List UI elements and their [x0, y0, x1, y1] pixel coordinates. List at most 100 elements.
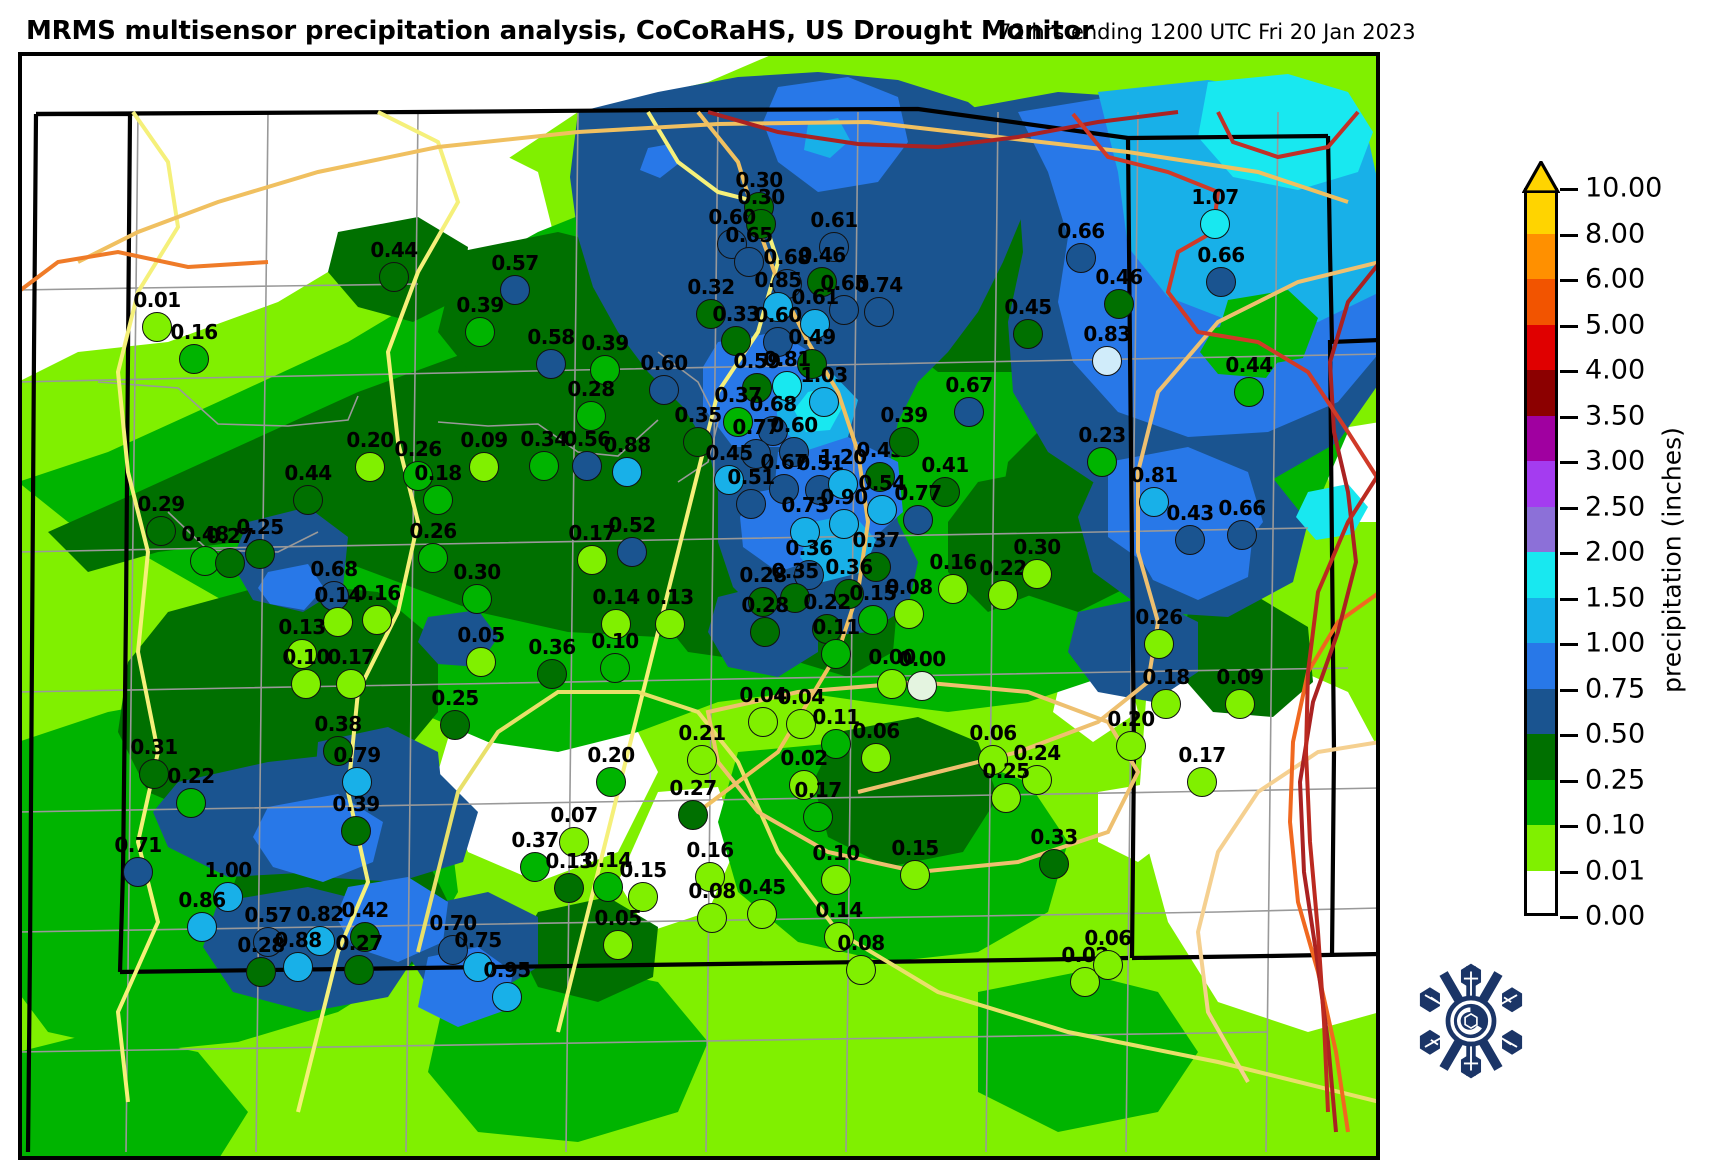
station-marker[interactable] — [867, 495, 897, 525]
station-marker[interactable] — [695, 862, 725, 892]
station-marker[interactable] — [617, 537, 647, 567]
station-marker[interactable] — [1139, 487, 1169, 517]
station-marker[interactable] — [603, 930, 633, 960]
station-marker[interactable] — [772, 371, 802, 401]
station-marker[interactable] — [687, 745, 717, 775]
station-marker[interactable] — [834, 579, 864, 609]
station-marker[interactable] — [683, 427, 713, 457]
colorbar[interactable] — [1524, 188, 1558, 917]
station-marker[interactable] — [323, 607, 353, 637]
station-marker[interactable] — [907, 671, 937, 701]
station-marker[interactable] — [829, 509, 859, 539]
station-marker[interactable] — [978, 745, 1008, 775]
station-marker[interactable] — [323, 736, 353, 766]
station-marker[interactable] — [537, 659, 567, 689]
station-marker[interactable] — [734, 247, 764, 277]
station-marker[interactable] — [142, 312, 172, 342]
station-marker[interactable] — [786, 709, 816, 739]
station-marker[interactable] — [500, 275, 530, 305]
station-marker[interactable] — [577, 545, 607, 575]
station-marker[interactable] — [829, 295, 859, 325]
station-marker[interactable] — [463, 952, 493, 982]
station-marker[interactable] — [355, 452, 385, 482]
station-marker[interactable] — [293, 485, 323, 515]
station-marker[interactable] — [554, 873, 584, 903]
precipitation-map[interactable]: 0.01 0.16 0.44 0.57 0.39 0.58 0.39 0.60 0.28 0.20… — [18, 52, 1380, 1160]
station-marker[interactable] — [466, 647, 496, 677]
station-marker[interactable] — [593, 872, 623, 902]
station-marker[interactable] — [1066, 243, 1096, 273]
station-marker[interactable] — [746, 209, 776, 239]
station-marker[interactable] — [763, 292, 793, 322]
station-marker[interactable] — [146, 516, 176, 546]
station-marker[interactable] — [215, 548, 245, 578]
station-marker[interactable] — [423, 485, 453, 515]
station-marker[interactable] — [123, 857, 153, 887]
station-marker[interactable] — [628, 882, 658, 912]
station-marker[interactable] — [176, 788, 206, 818]
station-marker[interactable] — [520, 852, 550, 882]
station-marker[interactable] — [894, 599, 924, 629]
station-marker[interactable] — [341, 816, 371, 846]
station-marker[interactable] — [821, 729, 851, 759]
station-marker[interactable] — [1093, 950, 1123, 980]
station-marker[interactable] — [769, 474, 799, 504]
station-marker[interactable] — [821, 865, 851, 895]
station-marker[interactable] — [440, 710, 470, 740]
station-marker[interactable] — [889, 427, 919, 457]
station-marker[interactable] — [336, 669, 366, 699]
station-marker[interactable] — [861, 743, 891, 773]
station-marker[interactable] — [245, 539, 275, 569]
station-marker[interactable] — [350, 922, 380, 952]
station-marker[interactable] — [1234, 377, 1264, 407]
station-marker[interactable] — [954, 397, 984, 427]
station-marker[interactable] — [900, 860, 930, 890]
station-marker[interactable] — [291, 669, 321, 699]
station-marker[interactable] — [861, 552, 891, 582]
station-marker[interactable] — [438, 935, 468, 965]
station-marker[interactable] — [1175, 525, 1205, 555]
station-marker[interactable] — [828, 469, 858, 499]
station-marker[interactable] — [714, 465, 744, 495]
station-marker[interactable] — [903, 505, 933, 535]
station-marker[interactable] — [462, 584, 492, 614]
station-marker[interactable] — [865, 462, 895, 492]
station-marker[interactable] — [559, 827, 589, 857]
station-marker[interactable] — [988, 580, 1018, 610]
station-marker[interactable] — [469, 452, 499, 482]
station-marker[interactable] — [790, 517, 820, 547]
station-marker[interactable] — [600, 653, 630, 683]
station-marker[interactable] — [283, 952, 313, 982]
station-marker[interactable] — [938, 574, 968, 604]
station-marker[interactable] — [1104, 289, 1134, 319]
station-marker[interactable] — [864, 297, 894, 327]
station-marker[interactable] — [930, 477, 960, 507]
station-marker[interactable] — [601, 609, 631, 639]
station-marker[interactable] — [342, 767, 372, 797]
station-marker[interactable] — [1144, 629, 1174, 659]
station-marker[interactable] — [846, 955, 876, 985]
station-marker[interactable] — [696, 299, 726, 329]
station-marker[interactable] — [344, 955, 374, 985]
station-marker[interactable] — [1092, 346, 1122, 376]
station-marker[interactable] — [721, 326, 751, 356]
station-marker[interactable] — [821, 639, 851, 669]
station-marker[interactable] — [213, 882, 243, 912]
station-marker[interactable] — [797, 349, 827, 379]
station-marker[interactable] — [763, 327, 793, 357]
station-marker[interactable] — [287, 639, 317, 669]
station-marker[interactable] — [819, 232, 849, 262]
station-marker[interactable] — [529, 451, 559, 481]
station-marker[interactable] — [655, 609, 685, 639]
station-marker[interactable] — [1039, 849, 1069, 879]
station-marker[interactable] — [741, 439, 771, 469]
station-marker[interactable] — [1200, 209, 1230, 239]
station-marker[interactable] — [803, 802, 833, 832]
station-marker[interactable] — [800, 309, 830, 339]
station-marker[interactable] — [649, 375, 679, 405]
station-marker[interactable] — [179, 344, 209, 374]
station-marker[interactable] — [877, 669, 907, 699]
station-marker[interactable] — [492, 982, 522, 1012]
station-marker[interactable] — [1022, 765, 1052, 795]
station-marker[interactable] — [253, 927, 283, 957]
